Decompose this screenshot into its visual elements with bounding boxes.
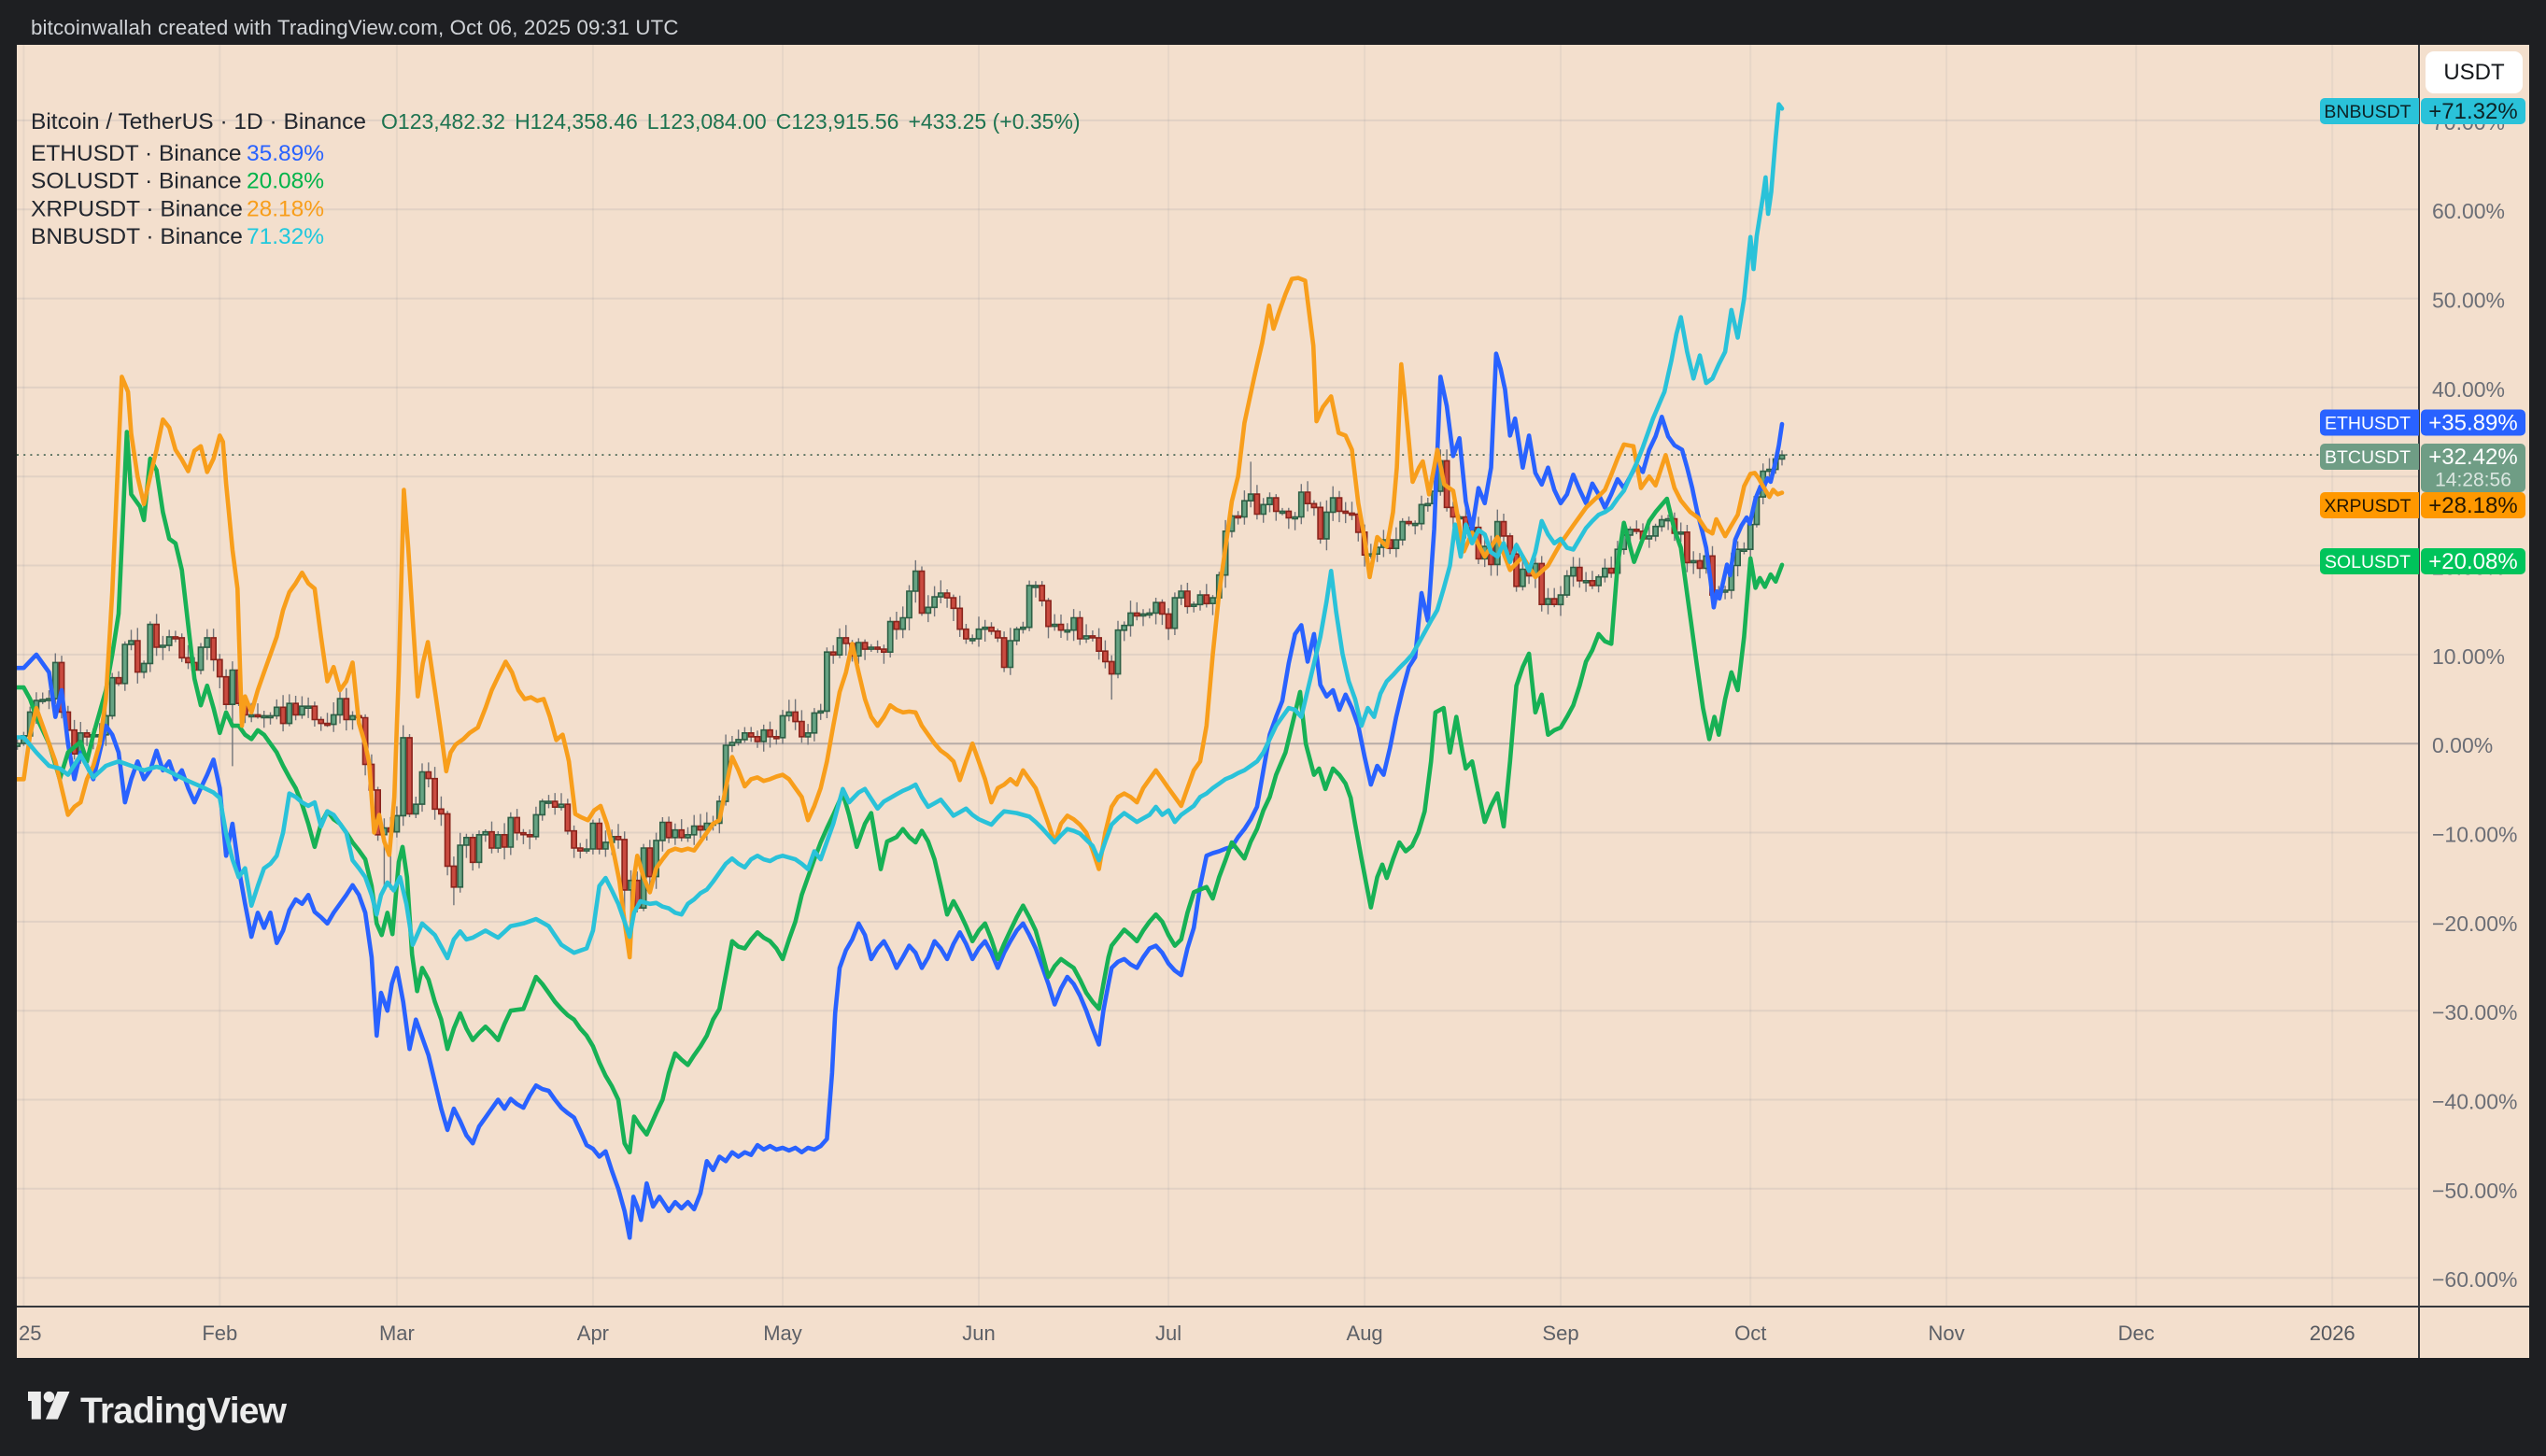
svg-text:50.00%: 50.00% (2432, 289, 2505, 313)
svg-text:−40.00%: −40.00% (2432, 1090, 2517, 1114)
svg-text:BTCUSDT: BTCUSDT (2325, 447, 2411, 468)
svg-text:0.00%: 0.00% (2432, 733, 2493, 757)
svg-text:−10.00%: −10.00% (2432, 823, 2517, 847)
svg-text:Jul: Jul (1155, 1322, 1181, 1345)
svg-text:Apr: Apr (577, 1322, 609, 1345)
svg-text:Oct: Oct (1734, 1322, 1766, 1345)
svg-text:Jun: Jun (962, 1322, 995, 1345)
svg-text:May: May (763, 1322, 802, 1345)
svg-text:Dec: Dec (2118, 1322, 2155, 1345)
svg-text:SOLUSDT: SOLUSDT (2325, 552, 2411, 573)
svg-text:SOLUSDT · Binance: SOLUSDT · Binance (31, 169, 242, 194)
svg-text:Aug: Aug (1347, 1322, 1383, 1345)
svg-text:10.00%: 10.00% (2432, 644, 2505, 669)
svg-text:71.32%: 71.32% (247, 224, 324, 249)
svg-text:35.89%: 35.89% (247, 141, 324, 166)
svg-text:−60.00%: −60.00% (2432, 1267, 2517, 1292)
svg-text:25: 25 (19, 1322, 41, 1345)
svg-text:Feb: Feb (202, 1322, 237, 1345)
svg-text:+28.18%: +28.18% (2428, 493, 2517, 518)
svg-text:14:28:56: 14:28:56 (2435, 470, 2511, 491)
svg-text:−30.00%: −30.00% (2432, 1000, 2517, 1025)
svg-text:−50.00%: −50.00% (2432, 1179, 2517, 1203)
svg-text:40.00%: 40.00% (2432, 377, 2505, 402)
svg-text:60.00%: 60.00% (2432, 199, 2505, 223)
svg-text:2026: 2026 (2310, 1322, 2355, 1345)
svg-text:+32.42%: +32.42% (2428, 445, 2517, 470)
svg-text:XRPUSDT: XRPUSDT (2324, 496, 2411, 516)
svg-text:TradingView: TradingView (80, 1391, 288, 1431)
svg-text:+71.32%: +71.32% (2428, 99, 2517, 124)
svg-text:Nov: Nov (1929, 1322, 1965, 1345)
svg-text:+35.89%: +35.89% (2428, 411, 2517, 436)
svg-text:Bitcoin / TetherUS · 1D · Bina: Bitcoin / TetherUS · 1D · Binance O123,48… (31, 109, 1081, 134)
svg-text:28.18%: 28.18% (247, 196, 324, 221)
svg-text:ETHUSDT · Binance: ETHUSDT · Binance (31, 141, 242, 166)
svg-text:ETHUSDT: ETHUSDT (2325, 413, 2411, 433)
svg-text:BNBUSDT: BNBUSDT (2324, 102, 2411, 122)
svg-text:+20.08%: +20.08% (2428, 549, 2517, 574)
svg-text:XRPUSDT · Binance: XRPUSDT · Binance (31, 196, 243, 221)
svg-text:BNBUSDT · Binance: BNBUSDT · Binance (31, 224, 243, 249)
svg-text:20.08%: 20.08% (247, 169, 324, 194)
svg-text:Sep: Sep (1542, 1322, 1578, 1345)
svg-text:−20.00%: −20.00% (2432, 912, 2517, 936)
svg-text:Mar: Mar (379, 1322, 415, 1345)
